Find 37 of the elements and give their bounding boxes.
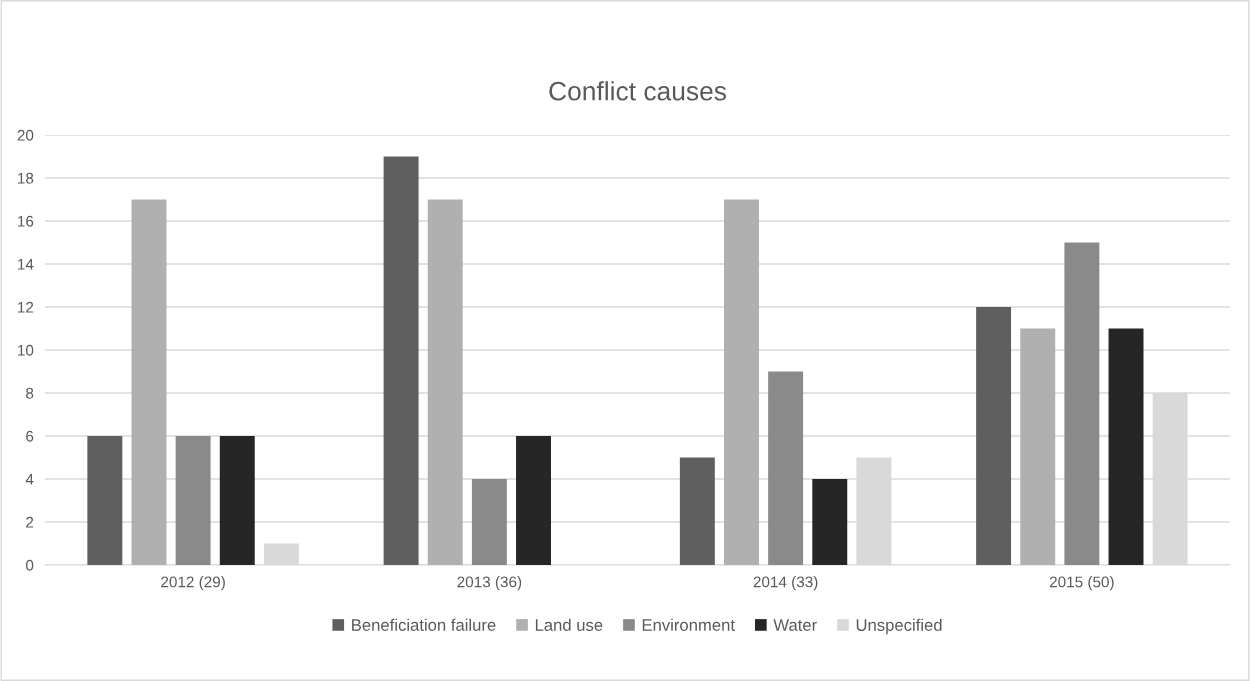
x-tick-label: 2013 (36): [457, 576, 522, 591]
bar: [724, 199, 759, 565]
chart-title: Conflict causes: [549, 81, 727, 101]
bar: [383, 156, 419, 565]
legend-label: Unspecified: [856, 618, 942, 635]
y-tick-label: 10: [18, 344, 34, 356]
bar: [471, 479, 507, 565]
y-tick-label: 16: [18, 215, 34, 227]
bar: [219, 436, 255, 565]
bar: [768, 371, 804, 565]
y-tick-label: 14: [18, 259, 34, 270]
y-tick-label: 6: [26, 430, 34, 442]
legend-label: Beneficiation failure: [352, 618, 496, 631]
y-tick-label: 8: [26, 387, 34, 399]
bar: [87, 436, 123, 565]
bar: [679, 457, 715, 565]
x-tick-label: 2012 (29): [161, 576, 225, 591]
x-tick-label: 2014 (33): [753, 576, 818, 591]
y-tick-label: 2: [26, 516, 34, 528]
legend-label: Environment: [642, 618, 735, 631]
bar: [516, 436, 551, 565]
x-tick-label: 2015 (50): [1049, 576, 1114, 591]
bar: [175, 436, 211, 565]
bar: [427, 199, 463, 565]
bar: [1108, 328, 1144, 565]
legend-label: Land use: [535, 618, 603, 631]
legend-label: Water: [773, 619, 817, 631]
y-tick-label: 18: [18, 172, 34, 184]
y-tick-label: 12: [18, 301, 34, 313]
y-tick-label: 0: [25, 559, 34, 571]
y-tick-label: 4: [25, 474, 34, 485]
bar: [812, 479, 848, 565]
y-tick-label: 20: [17, 129, 34, 141]
bar: [131, 199, 167, 565]
bar: [1064, 242, 1100, 565]
bar: [976, 307, 1012, 565]
bar: [1020, 328, 1056, 565]
